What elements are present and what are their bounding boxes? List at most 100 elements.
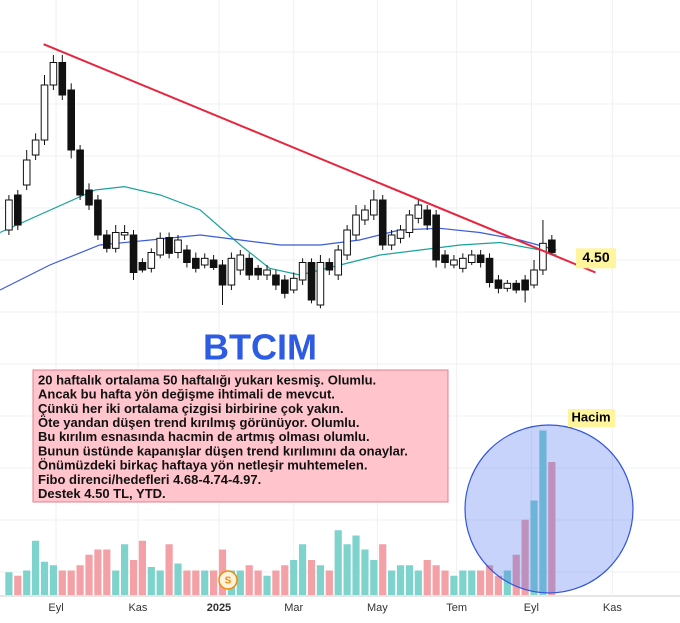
candle-body [423,209,432,226]
volume-bar [468,570,476,595]
candle-body [67,89,76,151]
candle-body [85,189,93,206]
candle-body [281,279,289,294]
note-line: Çünkü her iki ortalama çizgisi birbirine… [38,401,344,416]
volume-bar [236,570,244,595]
candle-body [58,62,67,96]
note-line: Önümüzdeki birkaç haftaya yön netleşir m… [38,458,367,473]
volume-bar [325,570,333,595]
volume-bar [85,554,93,595]
x-tick-label: Tem [446,602,467,614]
volume-bar [121,544,129,595]
note-box [32,369,449,503]
price-pane: 4.50 [0,43,616,309]
candle-body [218,264,227,286]
volume-bar [494,575,503,595]
volume-bar [423,560,431,595]
volume-bar [245,565,253,595]
volume-bar [201,570,209,595]
volume-bar [76,565,84,595]
volume-bar [432,565,440,595]
volume-bar [361,549,369,595]
volume-bar [183,570,191,595]
icon-glyph: S [225,576,232,587]
volume-bar [521,519,529,595]
candle-body [325,262,334,271]
volume-bar [388,570,396,595]
volume-bar [94,549,102,595]
candle-body [548,239,556,253]
volume-bar [14,575,22,595]
candle-body [14,194,22,226]
candle-body [441,254,449,263]
volume [5,430,556,595]
highlight-circle [464,424,634,594]
volume-bar [307,560,316,595]
note-line: 20 haftalık ortalama 50 haftalığı yukarı… [38,372,376,387]
candle-body [174,239,182,253]
note-line: Destek 4.50 TL, YTD. [38,486,166,501]
volume-bar [405,565,414,595]
candle-body [343,229,351,256]
volume-bar [370,560,378,595]
volume-bar [539,430,547,595]
volume-bar [165,544,173,595]
volume-bar [441,570,449,595]
volume-bar [459,570,467,595]
volume-bar [485,565,494,595]
volume-bar [548,462,556,595]
candle-body [467,254,476,263]
candle-body [289,277,298,291]
candle-body [334,249,343,276]
volume-bar [192,570,200,595]
candle-body [521,279,529,291]
volume-bar [352,535,360,595]
candle-body [387,234,396,246]
candle-body [200,257,209,266]
notes: 20 haftalık ortalama 50 haftalığı yukarı… [38,372,408,501]
candle-body [129,234,138,273]
volume-bar [103,549,111,595]
candle-body [192,257,200,269]
candle-body [316,262,325,306]
candle-body [40,84,49,141]
volume-bar [477,570,485,595]
candle-body [414,204,423,219]
candle-body [183,249,191,263]
candle-body [94,199,102,236]
x-tick-label: May [367,602,388,614]
x-tick-label: Eyl [48,602,63,614]
candle-body [147,252,156,269]
candle-body [5,199,13,231]
candle-body [396,229,405,239]
candle-body [156,237,165,256]
volume-bar [32,540,40,595]
candle-body [432,214,440,261]
volume-bar [414,570,422,595]
volume-bar [5,572,13,595]
volume-bar [23,570,31,595]
candle-body [272,274,280,286]
candle-body [405,214,414,233]
x-tick-label: Kas [128,602,147,614]
volume-bar [254,570,262,595]
volume-bar [299,544,307,595]
candle-body [76,149,84,196]
volume-bar [281,565,289,595]
volume-bar [396,565,405,595]
candle-body [138,262,147,271]
candle-body [22,159,31,186]
trendline [43,43,596,274]
icon-circle [218,570,238,590]
volume-bar [343,544,351,595]
volume-bar [512,554,520,595]
candle-body [539,242,547,271]
x-axis-labels: Eyl Kas 2025 Mar May Tem Eyl Kas [48,602,622,614]
dividend-icon: S [218,570,238,590]
volume-bar [129,560,138,595]
volume-bar [67,570,75,595]
volume-bar [379,544,387,595]
volume-bar [316,565,325,595]
